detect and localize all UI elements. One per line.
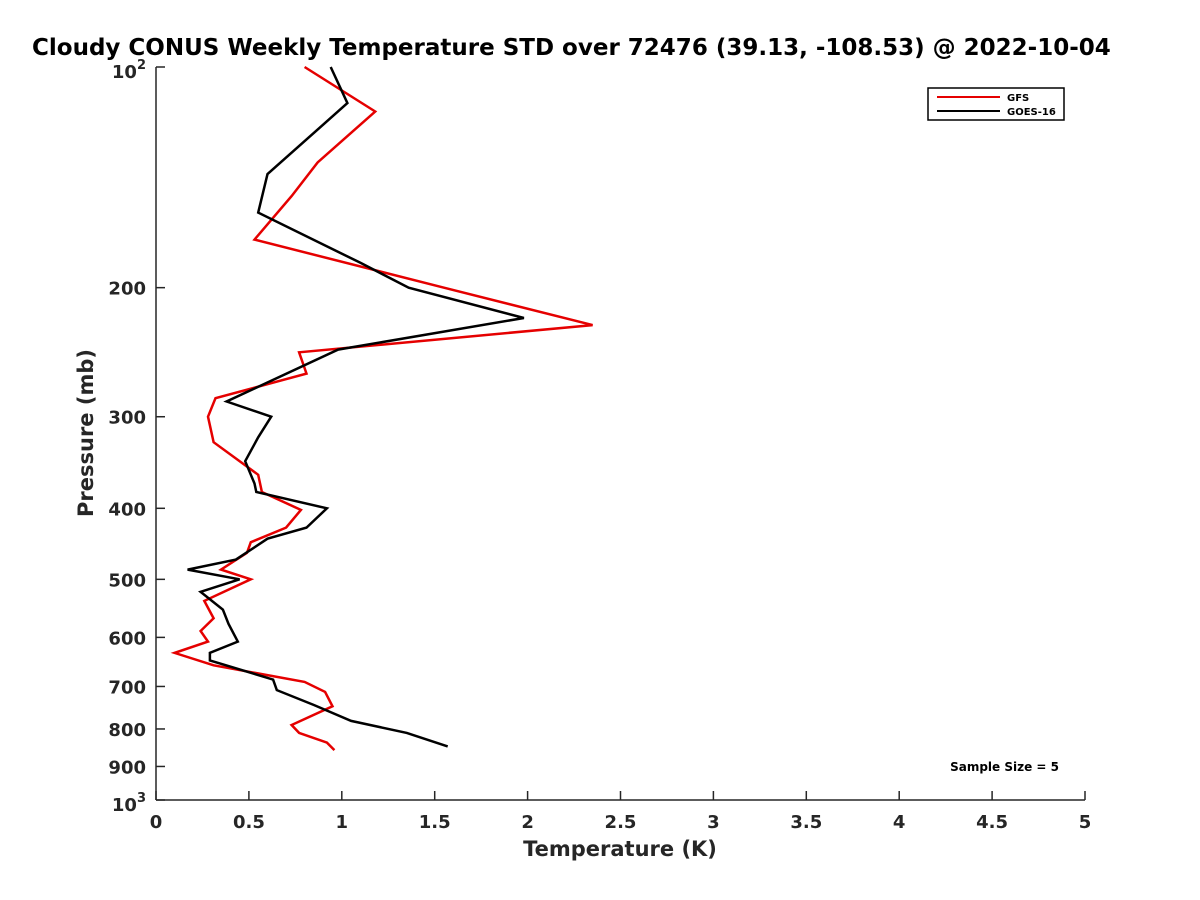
y-tick-label: 800 [108,720,146,741]
x-tick-label: 0.5 [233,812,265,833]
x-axis: 0 0.5 1 1.5 2 2.5 3 3.5 4 4.5 5 [150,791,1092,833]
legend-label-goes16: GOES-16 [1007,107,1056,118]
x-tick-label: 5 [1079,812,1092,833]
y-tick-label: 400 [108,499,146,520]
x-tick-label: 3.5 [790,812,822,833]
series-line-goes-16 [187,66,525,748]
legend-box [927,87,1065,121]
y-tick-label: 300 [108,408,146,429]
x-tick-label: 1.5 [419,812,451,833]
series-line-gfs [170,65,593,751]
chart-title: Cloudy CONUS Weekly Temperature STD over… [32,35,1111,61]
y-axis: 102 200 300 400 500 600 700 800 900 103 [108,58,165,816]
x-tick-label: 1 [336,812,349,833]
y-axis-label: Pressure (mb) [74,349,98,517]
x-tick-label: 4 [893,812,906,833]
x-tick-label: 2 [521,812,534,833]
legend-label-gfs: GFS [1007,93,1029,104]
y-tick-label: 500 [108,570,146,591]
series-layer [170,65,593,751]
plot-area [155,67,1085,801]
sample-size-annotation: Sample Size = 5 [950,760,1059,774]
y-tick-label: 103 [112,791,146,816]
x-tick-label: 2.5 [605,812,637,833]
y-tick-label: 700 [108,677,146,698]
x-tick-label: 3 [707,812,720,833]
x-axis-label: Temperature (K) [523,837,717,861]
y-tick-label: 200 [108,279,146,300]
y-tick-label: 600 [108,628,146,649]
legend: GFS GOES-16 [927,87,1065,121]
x-tick-label: 4.5 [976,812,1008,833]
y-tick-label: 900 [108,757,146,778]
x-tick-label: 0 [150,812,163,833]
y-tick-label: 102 [112,58,146,83]
